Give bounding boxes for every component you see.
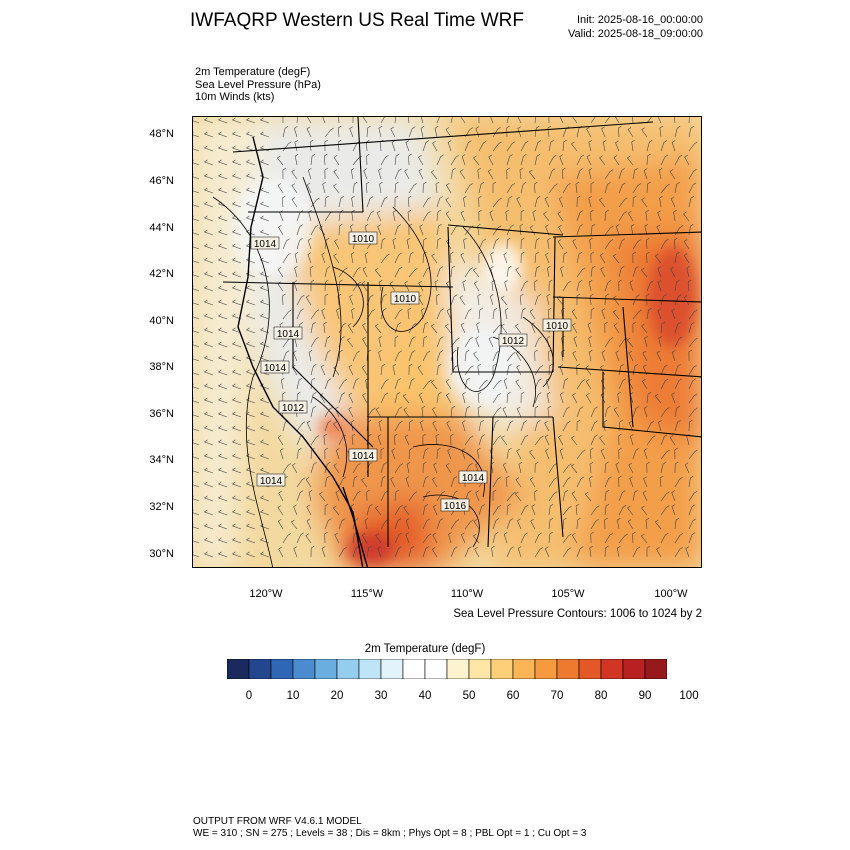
contour-label: 1010 bbox=[348, 231, 378, 245]
svg-text:1010: 1010 bbox=[394, 294, 417, 305]
init-time: Init: 2025-08-16_00:00:00 bbox=[577, 14, 703, 26]
plot-title: IWFAQRP Western US Real Time WRF bbox=[190, 10, 524, 31]
lat-tick-46: 46°N bbox=[149, 175, 174, 187]
svg-text:1010: 1010 bbox=[546, 321, 569, 332]
valid-time: Valid: 2025-08-18_09:00:00 bbox=[568, 28, 703, 40]
contour-label: 1014 bbox=[260, 360, 290, 374]
colorbar-label: 30 bbox=[374, 690, 388, 702]
colorbar-swatch bbox=[358, 659, 382, 679]
svg-text:1014: 1014 bbox=[264, 363, 287, 374]
lon-tick-120: 120°W bbox=[249, 588, 283, 600]
colorbar-swatch bbox=[512, 659, 536, 679]
colorbar-swatch bbox=[424, 659, 448, 679]
coastline bbox=[237, 136, 369, 567]
contour-label: 1016 bbox=[440, 498, 470, 512]
footer-model: OUTPUT FROM WRF V4.6.1 MODEL bbox=[193, 816, 362, 827]
colorbar-swatch bbox=[314, 659, 338, 679]
pressure-contour-labels: 1014 1010 1010 1014 1014 1012 1014 1016 1014 1010… bbox=[250, 231, 572, 512]
colorbar bbox=[227, 659, 667, 679]
colorbar-label: 60 bbox=[506, 690, 520, 702]
field-pressure: Sea Level Pressure (hPa) bbox=[195, 78, 321, 91]
colorbar-swatch bbox=[446, 659, 470, 679]
field-winds: 10m Winds (kts) bbox=[195, 91, 275, 103]
contour-label: 1014 bbox=[250, 236, 280, 250]
lat-tick-38: 38°N bbox=[149, 361, 174, 373]
colorbar-swatch bbox=[468, 659, 492, 679]
colorbar-swatch bbox=[490, 659, 514, 679]
state-borders bbox=[222, 117, 701, 548]
lat-tick-32: 32°N bbox=[149, 501, 174, 513]
contour-label: 1012 bbox=[278, 400, 308, 414]
lat-tick-42: 42°N bbox=[149, 268, 174, 280]
lon-tick-100: 100°W bbox=[654, 588, 688, 600]
colorbar-title: 2m Temperature (degF) bbox=[364, 643, 486, 655]
contour-label: 1014 bbox=[273, 326, 303, 340]
colorbar-label: 50 bbox=[462, 690, 476, 702]
contour-label: 1014 bbox=[256, 473, 286, 487]
field-list: 2m Temperature (degF) Sea Level Pressure… bbox=[195, 66, 321, 104]
temperature-field bbox=[193, 117, 701, 567]
colorbar-swatch bbox=[248, 659, 272, 679]
colorbar-label: 80 bbox=[594, 690, 608, 702]
lon-tick-110: 110°W bbox=[450, 588, 484, 600]
colorbar-swatch bbox=[622, 659, 646, 679]
contour-label: 1010 bbox=[542, 318, 572, 332]
contour-label: 1010 bbox=[390, 291, 420, 305]
lon-tick-115: 115°W bbox=[350, 588, 384, 600]
svg-text:1014: 1014 bbox=[277, 329, 300, 340]
lat-tick-44: 44°N bbox=[149, 222, 174, 234]
lat-tick-34: 34°N bbox=[149, 454, 174, 466]
colorbar-swatch bbox=[292, 659, 316, 679]
svg-text:1012: 1012 bbox=[282, 403, 305, 414]
colorbar-label: 20 bbox=[330, 690, 344, 702]
svg-text:1014: 1014 bbox=[462, 473, 485, 484]
colorbar-swatch bbox=[534, 659, 558, 679]
colorbar-label: 90 bbox=[638, 690, 652, 702]
init-valid-times: Init: 2025-08-16_00:00:00 Valid: 2025-08… bbox=[520, 13, 703, 41]
contour-label: 1014 bbox=[458, 470, 488, 484]
lon-tick-105: 105°W bbox=[551, 588, 585, 600]
colorbar-swatch bbox=[270, 659, 294, 679]
weather-map: 1014 1010 1010 1014 1014 1012 1014 1016 1014 1010… bbox=[193, 117, 701, 567]
colorbar-label: 70 bbox=[550, 690, 564, 702]
contour-note: Sea Level Pressure Contours: 1006 to 102… bbox=[453, 608, 702, 620]
colorbar-swatch bbox=[402, 659, 426, 679]
svg-text:1012: 1012 bbox=[502, 336, 525, 347]
lat-tick-40: 40°N bbox=[149, 315, 174, 327]
wind-barbs bbox=[193, 117, 698, 558]
map-panel: 1014 1010 1010 1014 1014 1012 1014 1016 1014 1010… bbox=[192, 116, 702, 568]
colorbar-label: 0 bbox=[245, 690, 253, 702]
colorbar-swatch bbox=[336, 659, 360, 679]
field-temperature: 2m Temperature (degF) bbox=[195, 66, 311, 78]
lat-tick-36: 36°N bbox=[149, 408, 174, 420]
colorbar-swatch bbox=[600, 659, 624, 679]
model-footer: OUTPUT FROM WRF V4.6.1 MODEL WE = 310 ; … bbox=[193, 816, 586, 840]
lat-tick-48: 48°N bbox=[149, 128, 174, 140]
colorbar-label: 10 bbox=[286, 690, 300, 702]
colorbar-swatch bbox=[380, 659, 404, 679]
footer-config: WE = 310 ; SN = 275 ; Levels = 38 ; Dis … bbox=[193, 828, 587, 839]
colorbar-swatch bbox=[556, 659, 580, 679]
colorbar-swatch bbox=[644, 659, 667, 679]
svg-text:1014: 1014 bbox=[260, 476, 283, 487]
contour-label: 1012 bbox=[498, 333, 528, 347]
svg-text:1014: 1014 bbox=[352, 451, 375, 462]
colorbar-swatch bbox=[578, 659, 602, 679]
svg-text:1016: 1016 bbox=[444, 501, 467, 512]
colorbar-label: 100 bbox=[679, 690, 699, 702]
contour-label: 1014 bbox=[348, 448, 378, 462]
colorbar-swatch bbox=[227, 659, 250, 679]
colorbar-label: 40 bbox=[418, 690, 432, 702]
svg-text:1010: 1010 bbox=[352, 234, 375, 245]
lat-tick-30: 30°N bbox=[149, 548, 174, 560]
svg-text:1014: 1014 bbox=[254, 239, 277, 250]
